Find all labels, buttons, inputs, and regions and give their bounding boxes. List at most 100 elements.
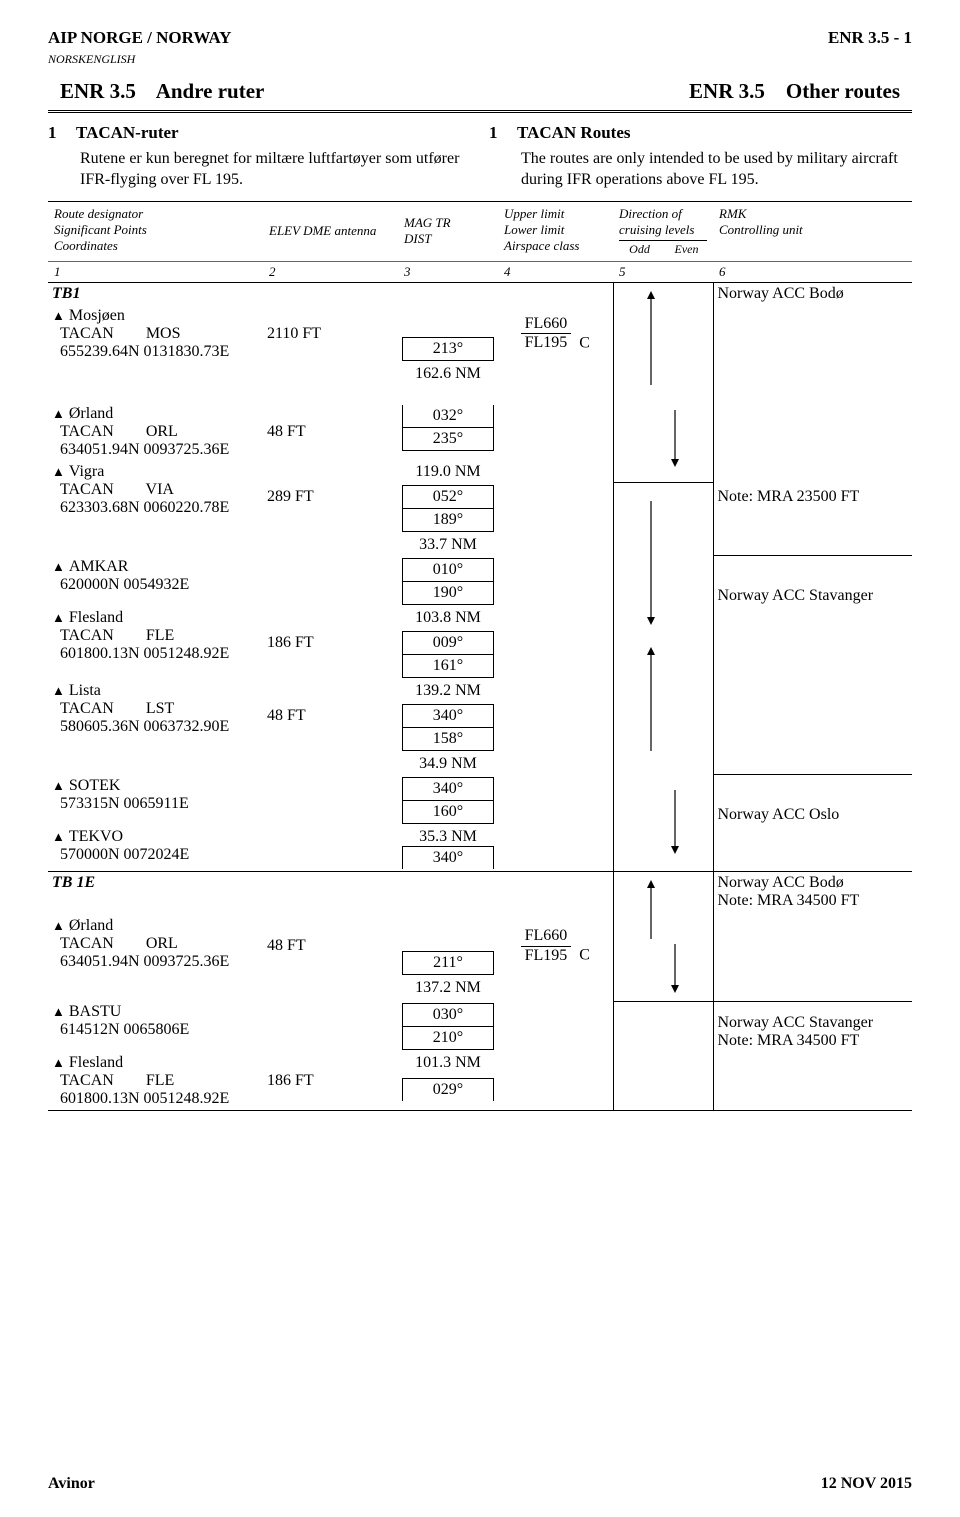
tb1-sotek: SOTEK 573315N 0065911E bbox=[48, 775, 263, 826]
tb1e-bastu-row: BASTU 614512N 0065806E 030° 210° Norway … bbox=[48, 1001, 912, 1052]
tb1-flesland: Flesland TACAN FLE 601800.13N 0051248.92… bbox=[48, 607, 263, 680]
tb1-vigra-tr-out: 189° bbox=[402, 509, 494, 532]
title-rule bbox=[48, 110, 912, 113]
tb1-flesland-ident: FLE bbox=[146, 627, 174, 644]
tb1-lista-dist-row: 34.9 NM bbox=[48, 753, 912, 775]
tb1-lista-name: Lista bbox=[52, 682, 101, 699]
tb1e-bastu-rmk2: Note: MRA 34500 FT bbox=[718, 1032, 860, 1049]
tb1-id: TB1 bbox=[48, 282, 263, 305]
col4-head-c: Airspace class bbox=[504, 238, 579, 253]
tb1e-fl-cell: FL660 FL195 C bbox=[498, 915, 613, 978]
col1-head: Route designator Significant Points Coor… bbox=[48, 202, 263, 262]
title-right-name: Other routes bbox=[786, 79, 900, 103]
tb1-tekvo-coord: 570000N 0072024E bbox=[60, 846, 189, 863]
tb1e-flesland-coord: 601800.13N 0051248.92E bbox=[60, 1090, 229, 1107]
col-index-row: 1 2 3 4 5 6 bbox=[48, 261, 912, 282]
tb1-mosjoen-ident: MOS bbox=[146, 325, 181, 342]
tb1-arrow-mid-icon bbox=[633, 491, 693, 761]
tb1-dir-bottom-cell bbox=[613, 775, 713, 872]
tb1-tekvo-name: TEKVO bbox=[52, 828, 123, 845]
tb1-flesland-tr-in: 009° bbox=[402, 631, 494, 655]
tb1-dir-down-cell bbox=[613, 403, 713, 483]
tb1e-flesland-tr: 029° bbox=[402, 1078, 494, 1101]
tb1-tekvo-row: TEKVO 570000N 0072024E 35.3 NM 340° bbox=[48, 826, 912, 872]
tb1-sotek-tr-in: 340° bbox=[402, 777, 494, 801]
tb1-orland: Ørland TACAN ORL 634051.94N 0093725.36E bbox=[48, 403, 263, 461]
tb1-mosjoen-row: Mosjøen TACAN MOS 655239.64N 0131830.73E… bbox=[48, 305, 912, 363]
tb1-vigra-tr-in: 052° bbox=[402, 485, 494, 509]
col5-head-a: Direction of bbox=[619, 206, 682, 221]
tb1-flesland-type: TACAN bbox=[60, 627, 114, 644]
tb1e-fl-class: C bbox=[579, 947, 590, 964]
intro-left-body: Rutene er kun beregnet for miltære luftf… bbox=[80, 149, 471, 191]
tb1-vigra-dist-row: 33.7 NM bbox=[48, 534, 912, 556]
col2-head-a: ELEV DME antenna bbox=[269, 223, 376, 238]
tb1e-bastu-tr-in: 030° bbox=[402, 1003, 494, 1027]
title-left-name: Andre ruter bbox=[156, 79, 265, 103]
tb1e-bastu-name: BASTU bbox=[52, 1003, 121, 1020]
tb1-sotek-tr-cell: 340° 160° bbox=[398, 775, 498, 826]
tb1-mosjoen-dist: 162.6 NM bbox=[398, 363, 498, 385]
tb1e-orland: Ørland TACAN ORL 634051.94N 0093725.36E bbox=[48, 915, 263, 978]
tb1-flesland-name: Flesland bbox=[52, 609, 123, 626]
lang-tag: NORSKENGLISH bbox=[48, 52, 912, 67]
tb1-vigra-elev: 289 FT bbox=[263, 461, 398, 534]
intro-two-col: 1 TACAN-ruter Rutene er kun beregnet for… bbox=[48, 123, 912, 191]
tb1e-arrow-icon bbox=[633, 874, 693, 994]
route-table-wrap: Route designator Significant Points Coor… bbox=[48, 201, 912, 1112]
col6-head-a: RMK bbox=[719, 206, 746, 221]
col4-head-b: Lower limit bbox=[504, 222, 564, 237]
tb1-flesland-tr-cell: 009° 161° bbox=[398, 629, 498, 680]
tb1-fl-cell: FL660 FL195 C bbox=[498, 305, 613, 363]
title-row: ENR 3.5 Andre ruter ENR 3.5 Other routes bbox=[48, 79, 912, 104]
tb1-sotek-rmk: Norway ACC Oslo bbox=[713, 775, 912, 826]
tb1e-id: TB 1E bbox=[48, 871, 263, 915]
tb1-orland-name: Ørland bbox=[52, 405, 113, 422]
tb1-arrow-down-icon bbox=[633, 405, 693, 475]
col5-head: Direction of cruising levels Odd Even bbox=[613, 202, 713, 262]
tb1-lista-tr-out: 158° bbox=[402, 728, 494, 751]
intro-right-body: The routes are only intended to be used … bbox=[521, 149, 912, 191]
tb1e-bastu-rmk: Norway ACC Stavanger Note: MRA 34500 FT bbox=[713, 1001, 912, 1052]
tb1-vigra-name: Vigra bbox=[52, 463, 104, 480]
intro-right: 1 TACAN Routes The routes are only inten… bbox=[489, 123, 912, 191]
col3-head-b: DIST bbox=[404, 231, 431, 246]
tb1e-bastu-dist: 101.3 NM bbox=[402, 1054, 494, 1072]
title-right: ENR 3.5 Other routes bbox=[689, 79, 900, 104]
tb1-header-row: TB1 Norway ACC Bodø bbox=[48, 282, 912, 305]
tb1e-orland-type: TACAN bbox=[60, 935, 114, 952]
tb1e-flesland-ident: FLE bbox=[146, 1072, 174, 1089]
tb1-mosjoen-type: TACAN bbox=[60, 325, 114, 342]
col4-head: Upper limit Lower limit Airspace class bbox=[498, 202, 613, 262]
header-right: ENR 3.5 - 1 bbox=[828, 28, 912, 48]
tb1-vigra-ident: VIA bbox=[146, 481, 174, 498]
tb1e-fl-lower: FL195 bbox=[521, 947, 572, 965]
intro-left: 1 TACAN-ruter Rutene er kun beregnet for… bbox=[48, 123, 471, 191]
title-left-sec: ENR 3.5 bbox=[60, 79, 136, 104]
idx-5: 5 bbox=[613, 261, 713, 282]
intro-left-hd: TACAN-ruter bbox=[76, 123, 179, 142]
tb1e-rmk0: Norway ACC Bodø Note: MRA 34500 FT bbox=[713, 871, 912, 915]
tb1-dir-middle-cell bbox=[613, 483, 713, 775]
tb1-fl-class: C bbox=[579, 334, 590, 351]
tb1-amkar-coord: 620000N 0054932E bbox=[60, 576, 189, 593]
tb1-flesland-coord: 601800.13N 0051248.92E bbox=[60, 645, 229, 662]
tb1-fl-box: FL660 FL195 bbox=[521, 315, 572, 353]
table-body: TB1 Norway ACC Bodø Mosjøen TACAN bbox=[48, 282, 912, 1110]
tb1-mosjoen-name: Mosjøen bbox=[52, 307, 125, 324]
tb1-mosjoen-tr-cell: 213° bbox=[398, 305, 498, 363]
tb1-tekvo-tr: 340° bbox=[402, 846, 494, 869]
tb1-arrow-up-icon bbox=[633, 285, 693, 395]
tb1e-flesland-row: Flesland TACAN FLE 601800.13N 0051248.92… bbox=[48, 1052, 912, 1110]
col5-odd: Odd bbox=[619, 242, 660, 257]
tb1e-bastu-coord: 614512N 0065806E bbox=[60, 1021, 189, 1038]
tb1-vigra-tr-cell: 052° 189° bbox=[398, 483, 498, 534]
tb1e-orland-elev: 48 FT bbox=[263, 915, 398, 978]
tb1e-dir-bottom bbox=[613, 1001, 713, 1110]
tb1-orland-dist-row: Vigra TACAN VIA 623303.68N 0060220.78E 2… bbox=[48, 461, 912, 483]
tb1-orland-dist: 119.0 NM bbox=[398, 461, 498, 483]
tb1-flesland-tr-out: 161° bbox=[402, 655, 494, 678]
tb1-flesland-dist: 139.2 NM bbox=[398, 680, 498, 702]
tb1-sotek-name: SOTEK bbox=[52, 777, 120, 794]
tb1-mosjoen-coord: 655239.64N 0131830.73E bbox=[60, 343, 229, 360]
